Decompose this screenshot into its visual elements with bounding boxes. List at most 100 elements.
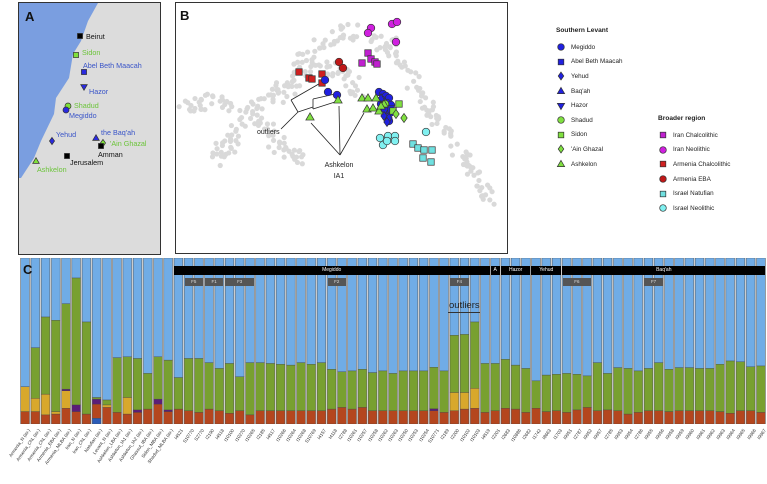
bar-segment-green (592, 362, 602, 411)
background-point (476, 169, 483, 175)
bar-segment-brown (684, 410, 694, 424)
panel-b-pca: B outliers Ashkelon IA1 (175, 2, 508, 254)
family-tag-f6: F6 (562, 278, 592, 286)
bar-segment-brown (143, 408, 153, 424)
bar-ashkelon-ia2-av (133, 258, 143, 424)
bar-segment-light-blue-remainder (643, 258, 653, 369)
bar-i10103 (470, 258, 480, 424)
square-marker-icon (659, 132, 667, 139)
bar-segment-brown (705, 410, 715, 424)
bar-segment-brown (245, 414, 255, 424)
bar-i9959 (674, 258, 684, 424)
bar-segment-light-blue-remainder (725, 258, 735, 362)
background-point (329, 73, 336, 79)
bar-segment-brown (265, 410, 275, 424)
x-tick-label: I9956 (654, 428, 665, 441)
background-point (468, 168, 474, 174)
bar-segment-green (92, 397, 102, 400)
bar-segment-light-blue-remainder (112, 258, 122, 358)
legend-item-megiddo: Megiddo (556, 40, 622, 55)
legend-item-shadud: Shadud (556, 113, 622, 128)
bar-ghassul-iba-av (143, 258, 153, 424)
circle-marker-icon (557, 43, 565, 51)
bar-segment-green (562, 373, 572, 413)
point-israel-natufian (427, 158, 435, 166)
annotation-line (280, 111, 299, 130)
bar-segment-green (378, 370, 388, 411)
bar-segment-brown (500, 408, 510, 424)
legend-label: Sidon (571, 131, 588, 139)
bar-segment-light-blue-remainder (664, 258, 674, 370)
bar-segment-light-blue-remainder (470, 258, 480, 323)
bar-segment-green (337, 371, 347, 408)
series-armenia-chalcolithic (295, 68, 326, 87)
site-label-jerusalem: Jerusalem (70, 158, 103, 167)
bar-armenia-chl-av (41, 258, 51, 424)
x-tick-label: I2185 (255, 428, 267, 441)
legend-broader-region: Broader region Iran Chalcolithic Iran Neo… (658, 115, 730, 216)
group-header-yehud: Yehud (531, 266, 562, 275)
background-point (350, 80, 356, 86)
background-point (226, 108, 232, 114)
bar-i10257 (357, 258, 367, 424)
bar-segment-brown (296, 410, 306, 424)
x-tick-label: I9959 (674, 428, 686, 441)
background-point (382, 47, 388, 53)
legend-item-ashkelon: Ashkelon (556, 157, 622, 172)
panel-a-label: A (25, 9, 35, 24)
bar-i10263 (388, 258, 398, 424)
triangle-marker-icon (556, 86, 566, 95)
bar-segment-green (265, 363, 275, 411)
bar-segment-brown (623, 413, 633, 424)
background-point (247, 115, 254, 122)
bar-segment-green (500, 359, 510, 409)
bar-segment-brown (490, 410, 500, 424)
bar-segment-light-blue-remainder (388, 258, 398, 374)
bar-segment-purple (61, 388, 71, 391)
bar-segment-brown (654, 410, 664, 424)
triangle-down-marker-icon (556, 102, 566, 111)
background-point (198, 106, 204, 112)
background-point (188, 102, 194, 109)
background-point (276, 144, 282, 151)
background-point (192, 95, 198, 102)
bar-segment-green (316, 362, 326, 411)
background-point (271, 128, 277, 134)
bar-segment-brown (439, 412, 449, 424)
bar-segment-light-blue-remainder (265, 258, 275, 364)
bar-segment-brown (511, 408, 521, 424)
bar-segment-green (460, 334, 470, 393)
bar-i10264 (286, 258, 296, 424)
bar-ashkelon-lba-av (112, 258, 122, 424)
bar-s2770 (194, 258, 204, 424)
background-point (350, 89, 356, 95)
bar-segment-green (490, 363, 500, 411)
bar-segment-light-blue-remainder (572, 258, 582, 375)
legend-southern-levant: Southern Levant Megiddo Abel Beth Maacah Y… (556, 27, 622, 171)
bar-segment-light-blue-remainder (633, 258, 643, 372)
bar-segment-light-blue-remainder (122, 258, 132, 357)
bar-segment-green (684, 367, 694, 411)
point-armenia-chalcolithic (295, 68, 303, 76)
bar-segment-light-blue-remainder (296, 258, 306, 363)
bar-segment-brown (582, 407, 592, 424)
point-ashkelon (374, 106, 384, 115)
bar-segment-yellow (122, 397, 132, 415)
sea (19, 3, 98, 178)
bar-segment-green (51, 320, 61, 412)
point-ashkelon (376, 101, 386, 110)
background-point (270, 137, 277, 144)
bar-segment-purple (71, 404, 81, 412)
background-point (270, 121, 277, 127)
bar-segment-brown (735, 410, 745, 424)
bar-segment-light-blue-remainder (511, 258, 521, 366)
background-point (235, 141, 241, 147)
bar-i2785 (603, 258, 613, 424)
x-tick-label: I9966 (746, 428, 757, 441)
bar-segment-light-blue-remainder (460, 258, 470, 335)
bar-segment-brown (41, 414, 51, 424)
bar-i9967 (756, 258, 766, 424)
background-point (294, 83, 300, 89)
bar-segment-green (133, 358, 143, 411)
bar-segment-brown (531, 408, 541, 424)
